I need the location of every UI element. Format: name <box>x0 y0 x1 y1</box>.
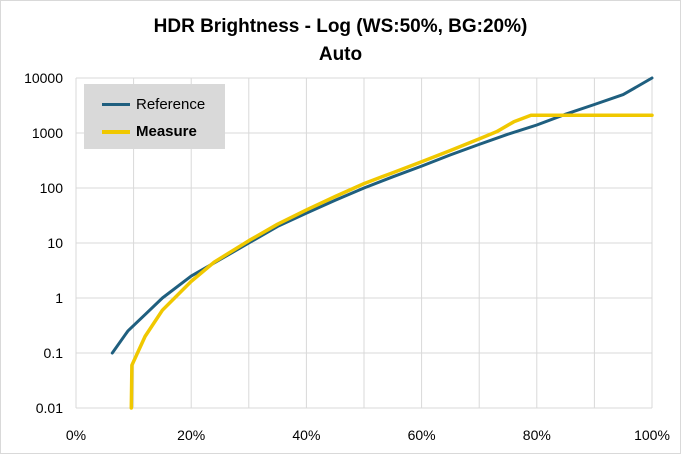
x-tick-label: 100% <box>634 427 670 443</box>
x-tick-label: 0% <box>66 427 86 443</box>
series-line-measure <box>129 113 654 410</box>
legend: Reference Measure <box>84 84 225 149</box>
series-line-reference <box>110 76 654 355</box>
y-tick-label: 100 <box>40 180 64 196</box>
legend-swatch-reference <box>102 103 130 106</box>
legend-label-measure: Measure <box>136 123 197 140</box>
x-tick-label: 60% <box>408 427 436 443</box>
x-tick-label: 20% <box>177 427 205 443</box>
y-tick-label: 0.01 <box>36 400 63 416</box>
y-tick-label: 10 <box>47 235 63 251</box>
chart-title: HDR Brightness - Log (WS:50%, BG:20%) <box>153 16 528 37</box>
y-tick-label: 1000 <box>32 125 63 141</box>
legend-item-reference: Reference <box>84 94 225 116</box>
y-tick-label: 10000 <box>24 70 63 86</box>
legend-label-reference: Reference <box>136 96 206 113</box>
chart-subtitle: Auto <box>318 44 363 65</box>
x-tick-label: 80% <box>523 427 551 443</box>
y-tick-label: 0.1 <box>44 345 64 361</box>
x-tick-label: 40% <box>292 427 320 443</box>
legend-swatch-measure <box>102 130 130 134</box>
legend-item-measure: Measure <box>84 121 225 143</box>
y-tick-label: 1 <box>55 290 63 306</box>
